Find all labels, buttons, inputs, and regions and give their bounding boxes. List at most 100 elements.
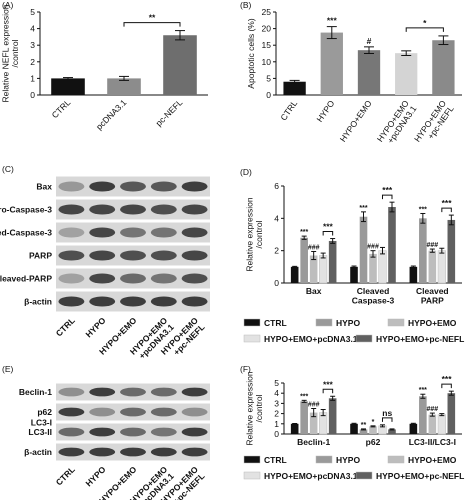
bar (283, 81, 306, 95)
y-tick-label: 10 (262, 57, 272, 67)
error-bar (379, 246, 385, 255)
bar (395, 53, 418, 95)
blot-band (120, 427, 146, 437)
significance: ** (361, 422, 367, 429)
blot-band (89, 427, 116, 437)
y-axis-label: Relative expression/control (245, 371, 264, 445)
y-tick-label: 2 (274, 409, 279, 419)
significance: *** (300, 393, 308, 400)
significance: *** (419, 206, 427, 213)
y-tick-label: 0 (274, 278, 279, 288)
bar (300, 401, 308, 434)
y-tick-label: 2 (274, 246, 279, 256)
significance: *** (327, 16, 338, 26)
blot-row-label: Beclin-1 (19, 387, 52, 397)
bar (350, 423, 358, 434)
blot-band (58, 427, 85, 437)
y-tick-label: 20 (262, 24, 272, 34)
legend-swatch (243, 318, 261, 327)
x-tick-label: p62 (366, 437, 381, 447)
y-tick-label: 0 (30, 90, 35, 100)
bar (290, 266, 299, 283)
panel-label: (B) (240, 0, 252, 10)
blot-band (181, 427, 208, 437)
blot-band (150, 273, 177, 284)
y-axis-label: Relative NEFL expression/control (1, 4, 20, 102)
bar (300, 237, 308, 283)
bracket (405, 27, 444, 32)
y-tick-label: 0 (274, 429, 279, 439)
x-tick-label: pcDNA3.1 (94, 97, 129, 132)
significance: *** (359, 205, 367, 212)
bar (163, 35, 197, 95)
y-tick-label: 3 (30, 40, 35, 50)
blot-band (58, 447, 85, 457)
x-tick-label: Beclin-1 (297, 437, 330, 447)
blot-lane-label: CTRL (54, 464, 77, 487)
x-tick-label: Cleaved PARP (416, 286, 449, 305)
bracket (441, 207, 452, 213)
bracket-label: *** (442, 198, 453, 208)
x-tick-label: HYPO (314, 98, 336, 124)
error-bar (410, 422, 416, 425)
y-tick-label: 1 (30, 73, 35, 83)
blot-band (181, 387, 208, 397)
y-axis-label: Apoptotic cells (%) (246, 18, 256, 89)
legend-label: HYPO+EMO+pc-NEFL (376, 471, 464, 481)
x-tick-label: CTRL (50, 97, 73, 120)
bar (419, 396, 427, 434)
legend-swatch (387, 455, 405, 464)
blot-band (58, 296, 85, 307)
blot-band (89, 181, 116, 192)
error-bar (389, 428, 395, 431)
error-bar (351, 265, 357, 269)
blot-band (89, 227, 116, 238)
bracket-label: *** (382, 185, 393, 195)
panel-label: (C) (2, 164, 14, 174)
significance: ### (308, 244, 320, 251)
y-tick-label: 25 (262, 7, 272, 17)
blot-row-label: cleaved-PARP (0, 274, 52, 284)
bracket (123, 22, 181, 27)
error-bar (370, 250, 376, 258)
bar (437, 250, 446, 284)
bracket-label: *** (323, 379, 334, 389)
bar (388, 429, 396, 434)
blot-band (89, 387, 116, 397)
blot-band (58, 204, 85, 215)
bar (419, 218, 427, 283)
blot-band (89, 273, 116, 284)
bar (428, 250, 437, 283)
blot-band (120, 250, 146, 261)
bar (388, 207, 396, 283)
legend-label: HYPO+EMO+pcDNA3.1 (264, 471, 358, 481)
bracket (381, 194, 393, 200)
bar (447, 393, 456, 434)
error-bar (361, 211, 367, 223)
x-tick-label: CTRL (278, 98, 299, 122)
x-tick-label: pc-NEFL (154, 97, 185, 128)
blot-row-label: cleaved-Caspase-3 (0, 228, 52, 238)
blot-band (58, 250, 85, 261)
x-tick-label: HYPO+EMO (338, 98, 374, 144)
legend-swatch (243, 334, 261, 343)
x-tick-label: HYPO+EMO+pc-NEFL (412, 98, 456, 149)
blot-band (58, 181, 85, 192)
error-bar (438, 35, 449, 46)
blot-band (120, 181, 146, 192)
error-bar (292, 422, 298, 425)
significance: ### (367, 244, 379, 251)
blot-band (89, 250, 116, 261)
error-bar (364, 46, 374, 54)
bracket-label: ** (149, 13, 156, 23)
y-tick-label: 4 (274, 388, 279, 398)
blot-band (181, 227, 208, 238)
blot-band (58, 407, 85, 417)
error-bar (320, 409, 326, 417)
blot-band (150, 181, 177, 192)
y-axis-label: Relative expression/control (245, 197, 264, 271)
bar (369, 253, 377, 283)
y-tick-label: 0 (266, 90, 271, 100)
bar (309, 412, 318, 434)
legend-label: HYPO+EMO+pc-NEFL (376, 334, 464, 344)
